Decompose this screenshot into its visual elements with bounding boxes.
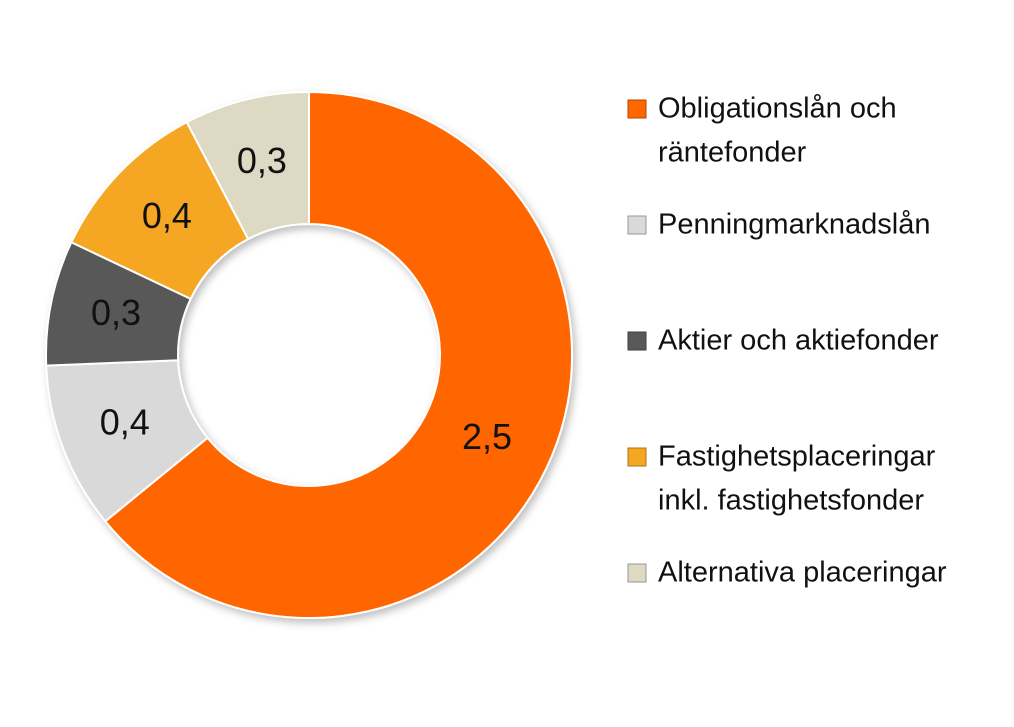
legend-label: räntefonder: [658, 137, 807, 169]
legend-label: Fastighetsplaceringar: [658, 441, 936, 473]
donut-slice: [103, 90, 573, 619]
slice-data-label: 0,4: [142, 195, 192, 236]
legend: Obligationslån och räntefonder Penningmark…: [627, 93, 947, 589]
donut-slices: [45, 90, 573, 619]
legend-swatch: [627, 447, 647, 467]
legend-entry: Alternativa placeringar: [627, 557, 947, 589]
legend-entry: Aktier och aktiefonder: [627, 325, 939, 357]
legend-label: Alternativa placeringar: [658, 557, 947, 589]
legend-label: Obligationslån och: [658, 93, 897, 125]
legend-entry: Penningmarknadslån: [627, 209, 930, 241]
donut-slice: [185, 90, 310, 241]
legend-swatch: [627, 331, 647, 351]
legend-entry: Fastighetsplaceringar inkl. fastighetsfon…: [627, 441, 936, 517]
slice-data-label: 0,3: [91, 292, 141, 333]
slice-labels: 2,5 0,4 0,3 0,4 0,3: [91, 140, 512, 457]
legend-swatch: [627, 563, 647, 583]
slice-data-label: 0,3: [237, 140, 287, 181]
legend-label: inkl. fastighetsfonder: [658, 485, 924, 517]
legend-label: Aktier och aktiefonder: [658, 325, 939, 357]
legend-swatch: [627, 99, 647, 119]
legend-swatch: [627, 215, 647, 235]
slice-data-label: 0,4: [100, 401, 150, 442]
legend-label: Penningmarknadslån: [658, 209, 930, 241]
slice-data-label: 2,5: [462, 416, 512, 457]
legend-entry: Obligationslån och räntefonder: [627, 93, 897, 169]
